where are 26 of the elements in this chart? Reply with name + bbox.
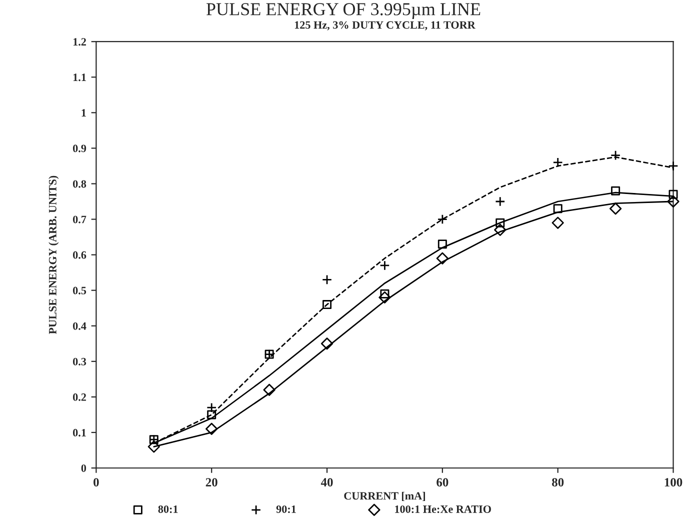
x-tick-label: 40	[320, 478, 333, 487]
y-tick-label: 1	[82, 109, 86, 117]
x-tick-label: 20	[206, 478, 218, 487]
y-axis-title: PULSE ENERGY (ARB. UNITS)	[48, 176, 59, 334]
y-tick-label: 0.7	[72, 216, 86, 224]
y-tick-label: 0	[81, 464, 86, 472]
y-tick-label: 0.8	[72, 180, 86, 188]
y-tick-label: 0.2	[72, 393, 86, 401]
y-tick-label: 1.1	[73, 74, 86, 82]
y-tick-label: 1.2	[73, 38, 86, 46]
legend-label: 100:1 He:Xe RATIO	[395, 505, 491, 513]
y-tick-label: 0.4	[72, 322, 86, 330]
x-tick-label: 100	[664, 478, 682, 487]
chart-title: PULSE ENERGY OF 3.995µm LINE	[206, 3, 480, 19]
y-tick-label: 0.3	[72, 358, 86, 366]
y-tick-label: 0.1	[72, 428, 86, 436]
y-tick-label: 0.9	[72, 144, 86, 152]
legend-label: 80:1	[158, 505, 178, 513]
x-axis-title: CURRENT [mA]	[344, 492, 425, 502]
chart-subtitle: 125 Hz, 3% DUTY CYCLE, 11 TORR	[294, 21, 476, 30]
y-tick-label: 0.6	[72, 251, 86, 259]
x-tick-label: 60	[436, 478, 448, 487]
x-tick-label: 80	[552, 478, 564, 487]
x-tick-label: 0	[94, 478, 99, 487]
y-tick-label: 0.5	[72, 286, 86, 294]
legend-label: 90:1	[276, 505, 296, 513]
